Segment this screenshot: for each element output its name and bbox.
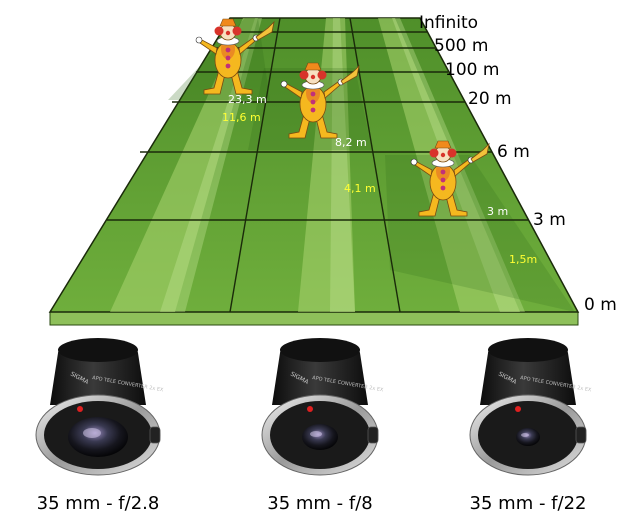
distance-infinity: Infinito [419,13,478,33]
lens-3: SIGMA APO TELE CONVERTER 2x EX 35 mm - f… [469,338,592,514]
distance-3m: 3 m [533,210,566,230]
lens-3-caption: 35 mm - f/22 [470,493,587,514]
lens-2: SIGMA APO TELE CONVERTER 2x EX 35 mm - f… [261,338,384,514]
lens-2-illustration-icon: SIGMA APO TELE CONVERTER 2x EX [261,338,384,476]
label-near-white: 3 m [487,205,508,218]
label-mid-white: 8,2 m [335,136,367,149]
distance-0m: 0 m [584,295,617,315]
label-far-yellow: 11,6 m [222,111,261,124]
label-far-white: 23,3 m [228,93,267,106]
lens-1: SIGMA APO TELE CONVERTER 2x EX 35 mm - f… [35,338,164,514]
lens-1-illustration-icon: SIGMA APO TELE CONVERTER 2x EX [35,338,164,476]
distance-scale: Infinito 500 m 100 m 20 m 6 m 3 m 0 m [419,13,617,315]
lens-1-caption: 35 mm - f/2.8 [37,493,160,514]
lens-3-illustration-icon: SIGMA APO TELE CONVERTER 2x EX [469,338,592,476]
distance-500m: 500 m [434,36,488,56]
distance-20m: 20 m [468,89,512,109]
lens-2-caption: 35 mm - f/8 [267,493,373,514]
distance-6m: 6 m [497,142,530,162]
label-near-yellow: 1,5m [509,253,537,266]
label-mid-yellow: 4,1 m [344,182,376,195]
distance-100m: 100 m [445,60,499,80]
